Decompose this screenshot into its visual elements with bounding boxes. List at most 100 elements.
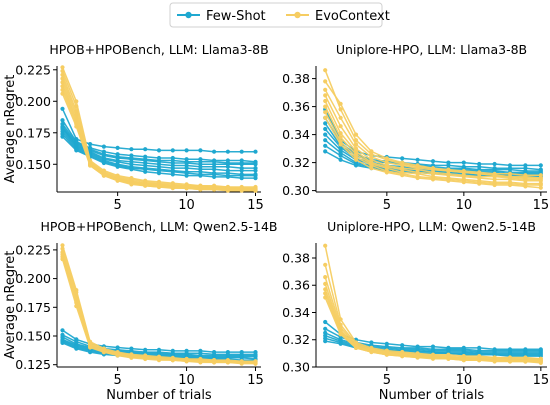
data-point <box>323 320 327 324</box>
data-point <box>143 170 147 174</box>
x-tick-label: 10 <box>456 198 473 213</box>
y-tick-label: 0.36 <box>282 99 310 114</box>
data-point <box>416 355 420 359</box>
data-point <box>339 124 343 128</box>
x-tick-label: 5 <box>383 198 391 213</box>
x-tick-label: 10 <box>178 373 195 388</box>
data-point <box>323 99 327 103</box>
y-tick-label: 0.32 <box>282 332 310 347</box>
data-point <box>400 354 404 358</box>
x-tick-label: 15 <box>247 198 264 213</box>
data-point <box>369 149 373 153</box>
x-tick-label: 5 <box>114 198 122 213</box>
data-point <box>369 166 373 170</box>
data-point <box>446 357 450 361</box>
data-point <box>354 158 358 162</box>
data-point <box>354 133 358 137</box>
data-point <box>339 102 343 106</box>
data-point <box>74 304 78 308</box>
data-point <box>74 124 78 128</box>
y-tick-label: 0.32 <box>282 155 310 170</box>
subplot-title: HPOB+HPOBench, LLM: Qwen2.5-14B <box>41 219 278 234</box>
data-point <box>240 150 244 154</box>
data-point <box>198 174 202 178</box>
x-tick-label: 10 <box>456 373 473 388</box>
data-point <box>60 65 64 69</box>
legend: Few-Shot EvoContext <box>170 3 390 27</box>
data-point <box>323 327 327 331</box>
data-point <box>354 163 358 167</box>
data-point <box>60 73 64 77</box>
data-point <box>240 189 244 193</box>
data-point <box>323 121 327 125</box>
data-point <box>212 150 216 154</box>
y-axis-label: Average nRegret <box>3 251 18 360</box>
data-point <box>240 362 244 366</box>
data-point <box>354 346 358 350</box>
data-point <box>129 182 133 186</box>
data-point <box>253 362 257 366</box>
data-point <box>323 339 327 343</box>
series-few-shot <box>60 107 257 180</box>
subplot-title: HPOB+HPOBench, LLM: Llama3-8B <box>49 42 268 57</box>
data-point <box>60 118 64 122</box>
data-point <box>88 163 92 167</box>
data-point <box>539 361 543 365</box>
x-axis-label: Number of trials <box>379 388 485 401</box>
data-point <box>60 88 64 92</box>
data-point <box>323 138 327 142</box>
data-point <box>240 169 244 173</box>
y-tick-label: 0.150 <box>15 157 51 172</box>
data-point <box>323 287 327 291</box>
data-point <box>508 359 512 363</box>
data-point <box>323 93 327 97</box>
data-point <box>462 358 466 362</box>
data-point <box>493 359 497 363</box>
subplot-2: Uniplore-HPO, LLM: Llama3-8B 5 10 15 0.30 0.3… <box>282 42 549 213</box>
legend-label-few-shot: Few-Shot <box>206 9 266 24</box>
data-point <box>323 275 327 279</box>
data-point <box>400 156 404 160</box>
data-point <box>157 358 161 362</box>
data-point <box>539 163 543 167</box>
y-tick-label: 0.225 <box>15 242 51 257</box>
data-point <box>323 116 327 120</box>
series-few-shot <box>323 320 543 358</box>
data-point <box>116 146 120 150</box>
data-point <box>226 189 230 193</box>
subplot-title: Uniplore-HPO, LLM: Llama3-8B <box>336 42 527 57</box>
data-point <box>74 347 78 351</box>
data-point <box>60 257 64 261</box>
data-point <box>157 148 161 152</box>
x-axis-label: Number of trials <box>106 388 212 401</box>
y-tick-label: 0.38 <box>282 250 310 265</box>
data-point <box>60 107 64 111</box>
subplot-title: Uniplore-HPO, LLM: Qwen2.5-14B <box>327 219 536 234</box>
data-point <box>462 180 466 184</box>
y-tick-label: 0.200 <box>15 271 51 286</box>
data-point <box>523 184 527 188</box>
legend-marker-evocontext <box>294 12 300 18</box>
data-point <box>185 148 189 152</box>
data-point <box>143 357 147 361</box>
data-point <box>88 350 92 354</box>
legend-marker-few-shot <box>185 12 191 18</box>
y-tick-label: 0.30 <box>282 360 310 375</box>
y-axis-label: Average nRegret <box>3 75 18 184</box>
data-point <box>385 170 389 174</box>
y-tick-label: 0.225 <box>15 62 51 77</box>
y-tick-label: 0.36 <box>282 278 310 293</box>
data-point <box>323 105 327 109</box>
subplot-3: HPOB+HPOBench, LLM: Qwen2.5-14B5 10 150.12… <box>3 219 277 401</box>
data-point <box>323 79 327 83</box>
data-point <box>198 360 202 364</box>
data-point <box>323 144 327 148</box>
data-point <box>323 110 327 114</box>
data-point <box>253 189 257 193</box>
data-point <box>116 353 120 357</box>
data-point <box>171 172 175 176</box>
data-point <box>369 350 373 354</box>
data-point <box>88 142 92 146</box>
y-tick-label: 0.125 <box>15 357 51 372</box>
data-point <box>157 171 161 175</box>
